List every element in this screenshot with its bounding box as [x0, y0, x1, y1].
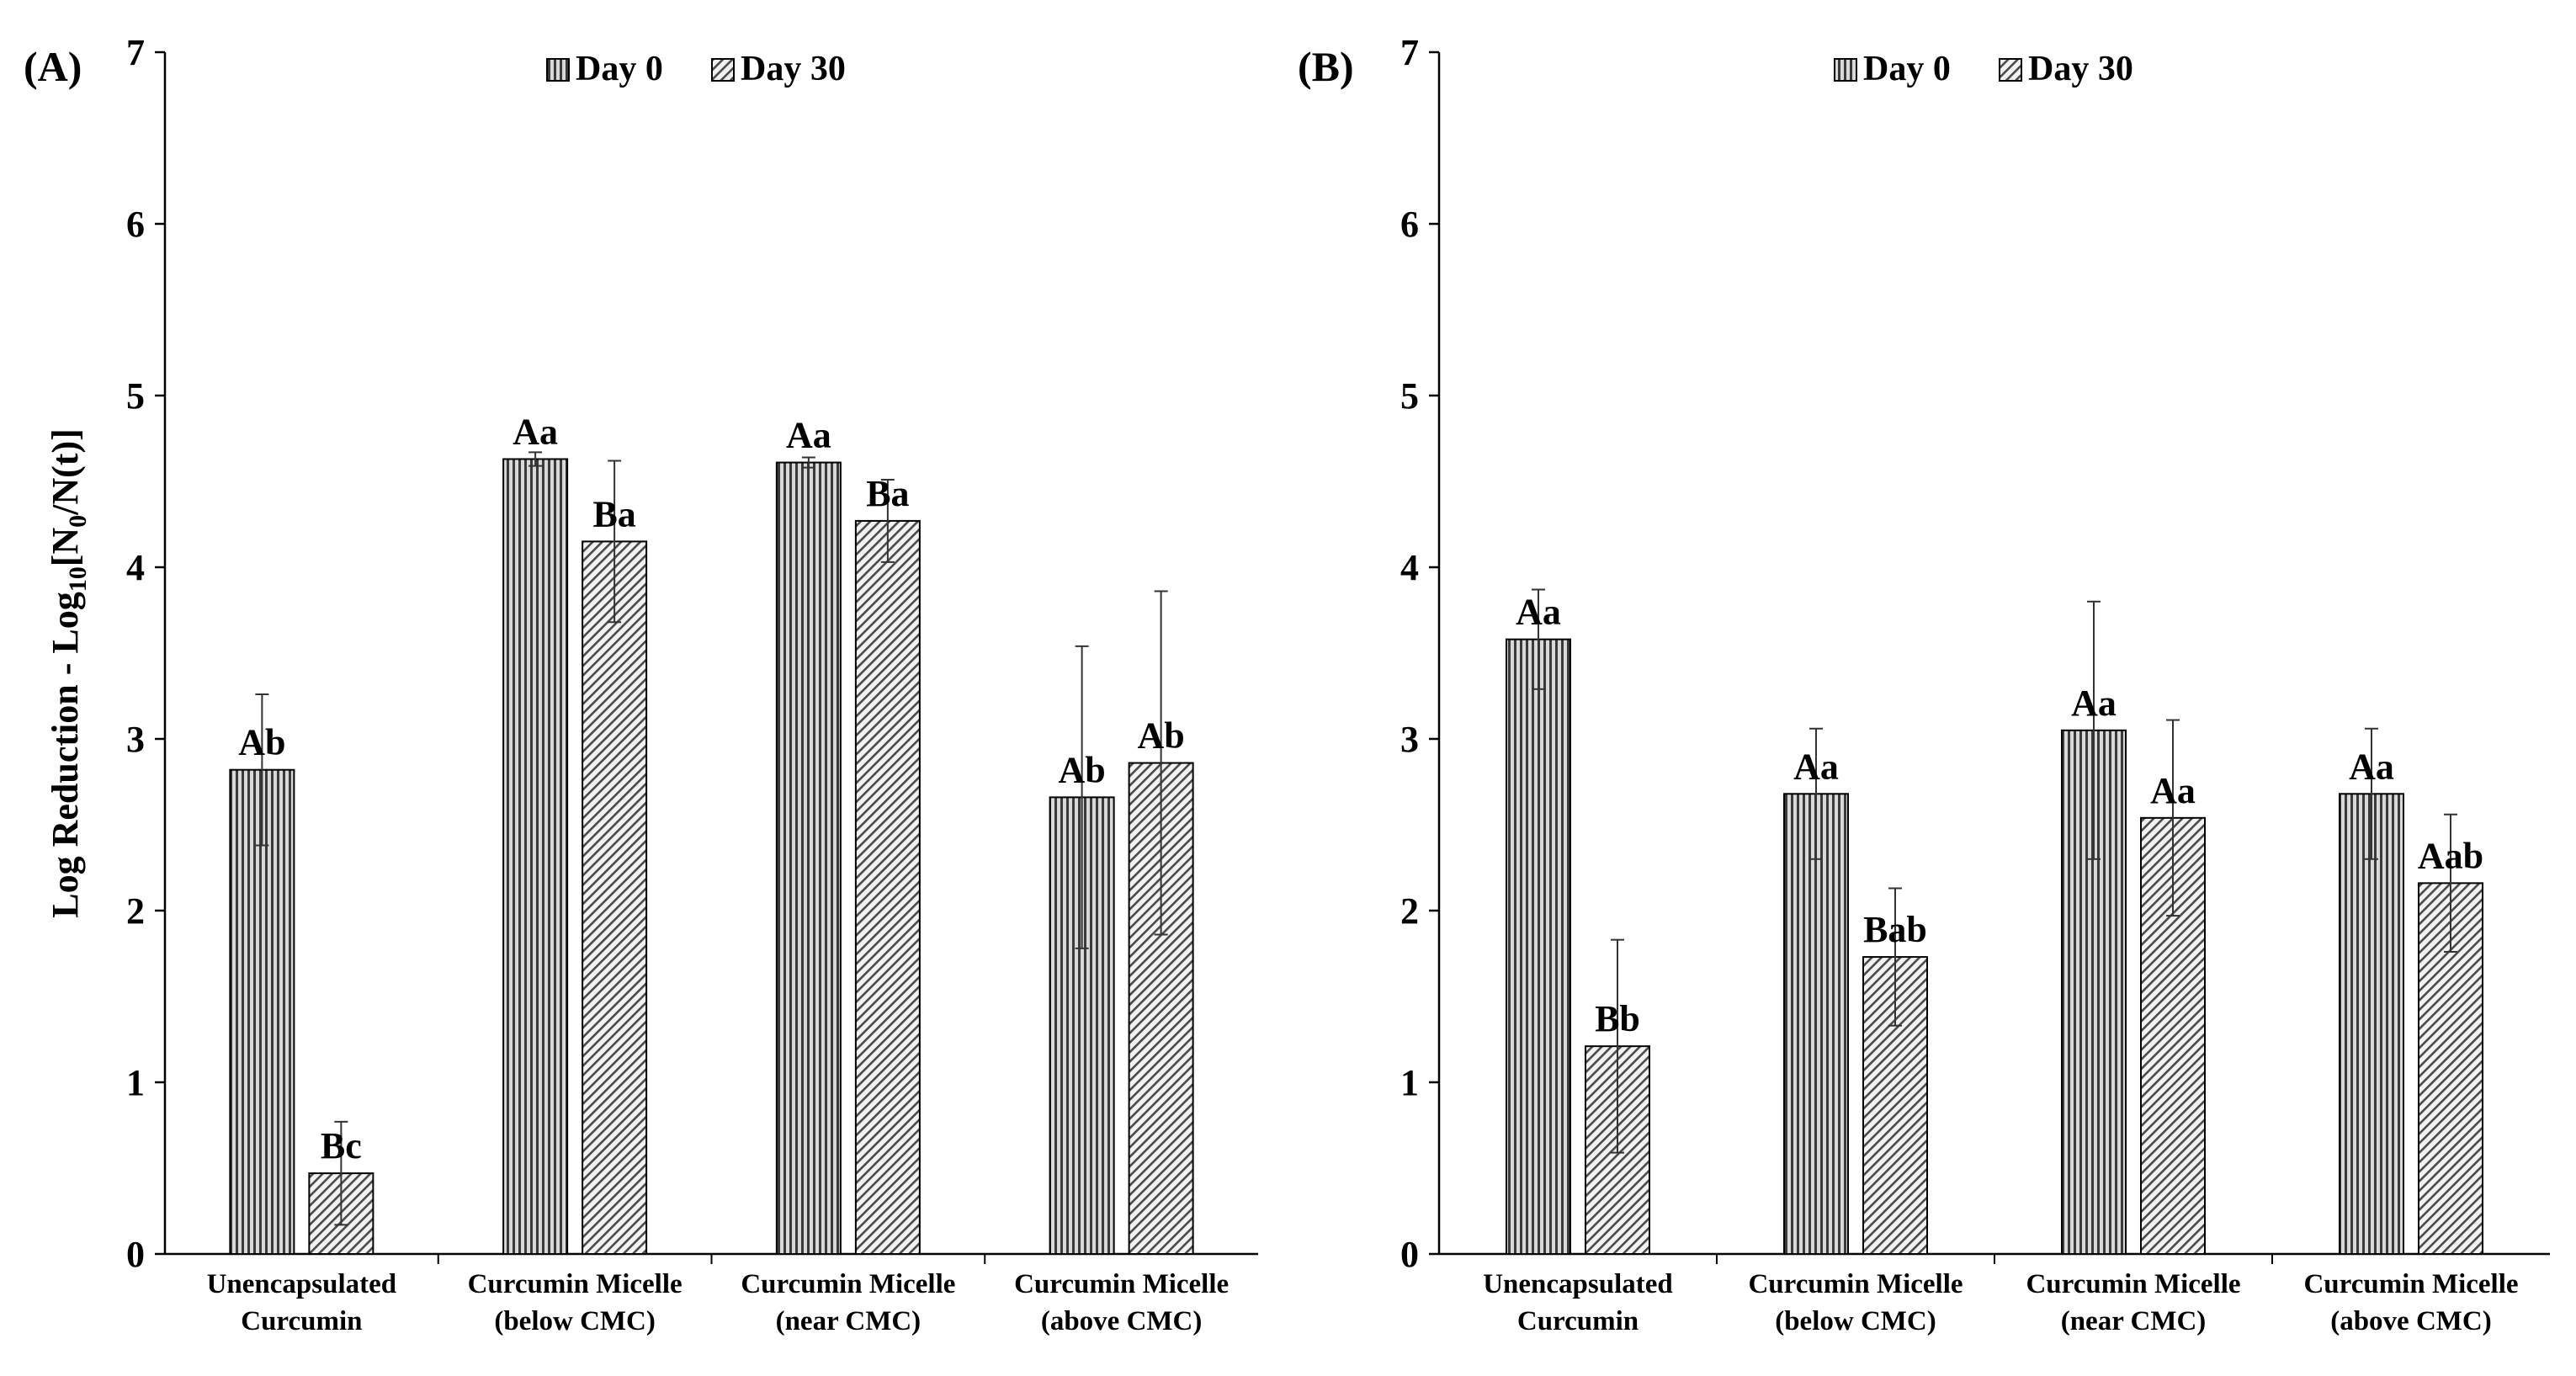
category-label: (near CMC) — [2061, 1306, 2207, 1336]
legend-swatch — [1999, 58, 2022, 82]
significance-label: Aa — [786, 415, 831, 456]
y-axis-title-sub2: 0 — [64, 515, 92, 528]
category-label: (near CMC) — [776, 1306, 922, 1336]
significance-label: Aa — [2071, 683, 2117, 724]
bar — [582, 540, 648, 1255]
significance-label: Ba — [592, 493, 635, 534]
legend-label: Day 0 — [1863, 50, 1951, 88]
y-axis-title-bracket: [N — [45, 528, 86, 567]
y-tick-label: 1 — [1400, 1062, 1419, 1103]
significance-label: Bb — [1595, 998, 1640, 1039]
significance-label: Aa — [1793, 746, 1839, 787]
y-tick-label: 2 — [1400, 890, 1419, 932]
y-tick-label: 7 — [126, 32, 145, 73]
y-tick-label: 0 — [1400, 1234, 1419, 1275]
category-label: Curcumin — [1517, 1306, 1639, 1336]
legend-label: Day 0 — [576, 50, 663, 88]
category-label: Curcumin Micelle — [1748, 1269, 1963, 1299]
y-axis-title-sub1: 10 — [64, 566, 92, 592]
significance-label: Ab — [238, 722, 285, 763]
y-tick-label: 2 — [126, 890, 145, 932]
y-tick-label: 5 — [126, 375, 145, 417]
significance-label: Bab — [1863, 909, 1927, 950]
category-label: Curcumin Micelle — [468, 1269, 683, 1299]
y-axis-title: Log Reduction - Log10[N0/N(t)] — [45, 428, 92, 918]
legend-swatch — [711, 58, 735, 82]
y-tick-label: 0 — [126, 1234, 145, 1275]
y-tick-label: 5 — [1400, 375, 1419, 417]
category-label: (below CMC) — [494, 1306, 656, 1336]
significance-label: Ab — [1059, 749, 1106, 790]
y-tick-label: 6 — [1400, 204, 1419, 245]
category-label: Curcumin Micelle — [1014, 1269, 1229, 1299]
y-tick-label: 4 — [126, 547, 145, 588]
legend-label: Day 30 — [741, 50, 846, 88]
panel-a: (A) 0 1 2 3 4 5 6 7 Unencapsulated Curcumin Ab Bc Cur… — [24, 32, 1258, 1336]
bar — [1506, 638, 1571, 1255]
category-label: (below CMC) — [1775, 1306, 1936, 1336]
legend-label: Day 30 — [2028, 50, 2133, 88]
significance-label: Aa — [2349, 746, 2394, 787]
y-tick-label: 1 — [126, 1062, 145, 1103]
category-label: Unencapsulated — [1483, 1269, 1673, 1299]
y-axis-title-main: Log Reduction - Log — [45, 592, 86, 917]
y-tick-label: 6 — [126, 204, 145, 245]
category-label: Curcumin Micelle — [2303, 1269, 2518, 1299]
bar — [502, 458, 569, 1255]
bar — [1783, 793, 1849, 1255]
significance-label: Aab — [2418, 835, 2483, 876]
category-label: Curcumin Micelle — [2026, 1269, 2240, 1299]
y-tick-label: 4 — [1400, 547, 1419, 588]
significance-label: Bc — [321, 1125, 362, 1166]
category-label: (above CMC) — [2330, 1306, 2492, 1336]
y-tick-label: 3 — [1400, 719, 1419, 760]
panel-label: (B) — [1298, 43, 1354, 90]
significance-label: Aa — [1516, 592, 1561, 633]
legend-swatch — [1834, 58, 1857, 82]
significance-label: Ab — [1138, 715, 1185, 757]
y-tick-label: 7 — [1400, 32, 1419, 73]
y-tick-label: 3 — [126, 719, 145, 760]
bar — [854, 519, 921, 1255]
panel-label: (A) — [24, 43, 82, 90]
category-label: Curcumin Micelle — [741, 1269, 955, 1299]
legend-swatch — [546, 58, 570, 82]
significance-label: Aa — [2150, 770, 2196, 811]
bar — [775, 461, 842, 1255]
category-label: Curcumin — [241, 1306, 362, 1336]
significance-label: Aa — [513, 411, 558, 452]
category-label: Unencapsulated — [207, 1269, 397, 1299]
svg-text:Log Reduction - Log10[N0/N(t)]: Log Reduction - Log10[N0/N(t)] — [45, 428, 92, 918]
bar — [2339, 793, 2404, 1255]
category-label: (above CMC) — [1041, 1306, 1203, 1336]
significance-label: Ba — [866, 473, 909, 514]
y-axis-title-rest: /N(t)] — [45, 428, 86, 516]
panel-b: (B) 0 1 2 3 4 5 6 7 Unencapsulated Curcumin Aa Bb Cur… — [1298, 32, 2550, 1336]
